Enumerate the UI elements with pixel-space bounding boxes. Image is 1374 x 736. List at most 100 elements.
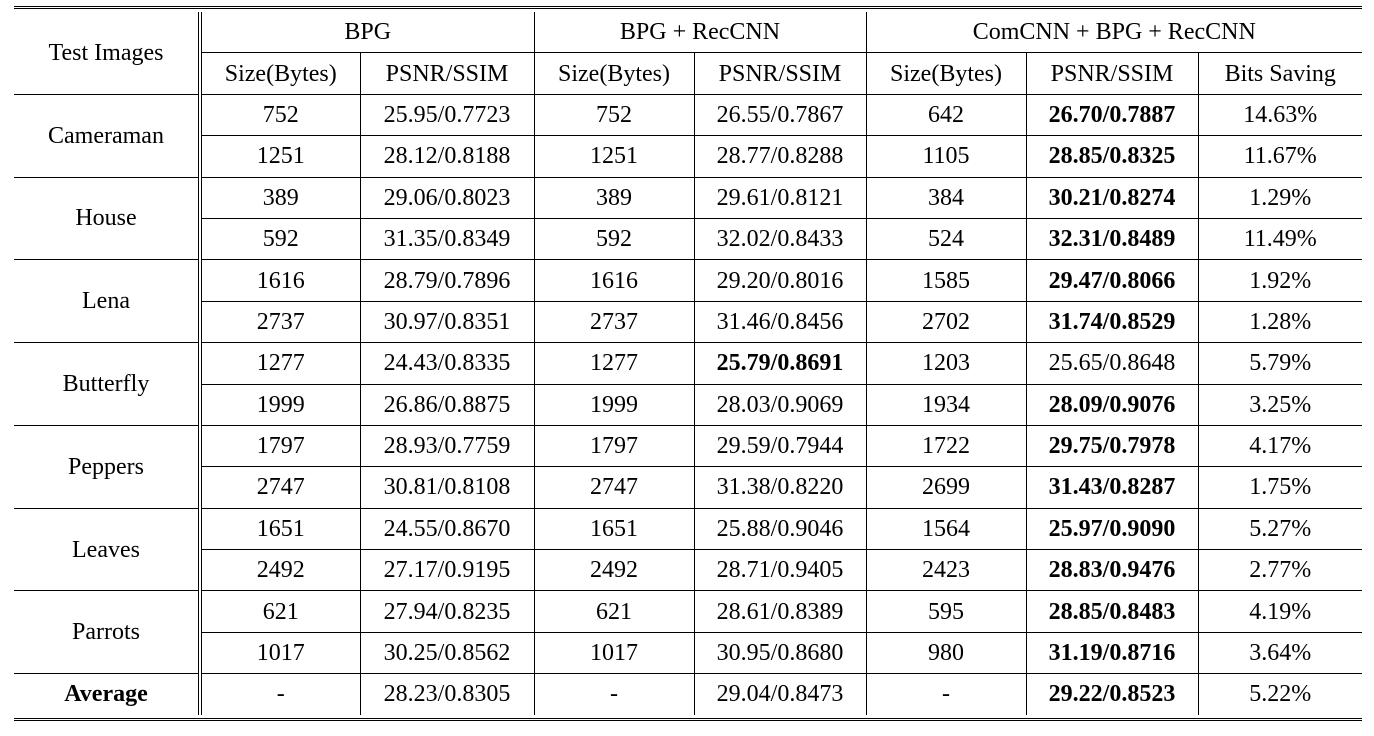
cell-comcnn-size: 642 — [866, 93, 1027, 136]
cell-bpg-psnr-ssim: 28.93/0.7759 — [360, 424, 535, 467]
cell-bpg-size: 389 — [200, 176, 361, 219]
cell-reccnn-psnr-ssim: 28.77/0.8288 — [694, 135, 867, 178]
cell-comcnn-size: 1934 — [866, 383, 1027, 426]
cell-reccnn-size: 592 — [534, 217, 695, 260]
cell-reccnn-size: 1651 — [534, 507, 695, 550]
comparison-table: Test Images BPG BPG + RecCNN ComCNN + BP… — [14, 12, 1362, 715]
cell-bits-saving: 4.19% — [1198, 590, 1362, 633]
cell-comcnn-size: 980 — [866, 631, 1027, 674]
cell-bpg-psnr-ssim: 27.17/0.9195 — [360, 549, 535, 591]
cell-reccnn-psnr-ssim: 28.61/0.8389 — [694, 590, 867, 633]
cell-bits-saving: 11.49% — [1198, 217, 1362, 260]
cell-reccnn-size: 1277 — [534, 342, 695, 385]
cell-bpg-psnr-ssim: 28.79/0.7896 — [360, 259, 535, 302]
cell-bpg-psnr-ssim: 28.12/0.8188 — [360, 135, 535, 178]
cell-comcnn-size: 2702 — [866, 300, 1027, 343]
cell-reccnn-psnr-ssim: 32.02/0.8433 — [694, 217, 867, 260]
cell-reccnn-psnr-ssim: 30.95/0.8680 — [694, 631, 867, 674]
cell-comcnn-psnr-ssim: 28.85/0.8483 — [1026, 590, 1199, 633]
table-row: 1251 28.12/0.8188 1251 28.77/0.8288 1105 28.8… — [14, 135, 1362, 178]
cell-comcnn-size: 524 — [866, 217, 1027, 260]
cell-bpg-psnr-ssim: 24.55/0.8670 — [360, 507, 535, 550]
cell-bits-saving: 2.77% — [1198, 549, 1362, 591]
image-name-cell: House — [14, 176, 202, 260]
cell-bits-saving: 1.92% — [1198, 259, 1362, 302]
cell-reccnn-psnr-ssim: 29.20/0.8016 — [694, 259, 867, 302]
cell-reccnn-size: 1797 — [534, 424, 695, 467]
cell-comcnn-size: 595 — [866, 590, 1027, 633]
cell-comcnn-size: 2699 — [866, 466, 1027, 509]
cell-comcnn-size: 384 — [866, 176, 1027, 219]
cell-comcnn-psnr-ssim: 25.97/0.9090 — [1026, 507, 1199, 550]
cell-comcnn-size: 1203 — [866, 342, 1027, 385]
cell-bpg-size: 592 — [200, 217, 361, 260]
table-row: 2747 30.81/0.8108 2747 31.38/0.8220 2699 31.4… — [14, 466, 1362, 509]
cell-bits-saving: 5.79% — [1198, 342, 1362, 385]
cell-bpg-size: 1017 — [200, 631, 361, 674]
header-sub-psnr: PSNR/SSIM — [360, 52, 535, 95]
cell-bits-saving: 1.29% — [1198, 176, 1362, 219]
cell-bpg-psnr-ssim: 30.81/0.8108 — [360, 466, 535, 509]
average-cell-bpg-psnr-ssim: 28.23/0.8305 — [360, 673, 535, 715]
cell-bpg-size: 2492 — [200, 549, 361, 591]
header-sub-size: Size(Bytes) — [200, 52, 361, 95]
cell-comcnn-psnr-ssim: 30.21/0.8274 — [1026, 176, 1199, 219]
table-body: Cameraman 752 25.95/0.7723 752 26.55/0.7867 6… — [14, 93, 1362, 715]
header-row-sub: Size(Bytes) PSNR/SSIM Size(Bytes) PSNR/S… — [14, 52, 1362, 95]
image-name-cell: Cameraman — [14, 93, 202, 178]
cell-comcnn-psnr-ssim: 31.19/0.8716 — [1026, 631, 1199, 674]
image-name-cell: Butterfly — [14, 342, 202, 426]
cell-reccnn-size: 389 — [534, 176, 695, 219]
cell-comcnn-psnr-ssim: 31.43/0.8287 — [1026, 466, 1199, 509]
cell-comcnn-psnr-ssim: 29.47/0.8066 — [1026, 259, 1199, 302]
table-row: 592 31.35/0.8349 592 32.02/0.8433 524 32.31/0… — [14, 217, 1362, 260]
cell-reccnn-psnr-ssim: 31.46/0.8456 — [694, 300, 867, 343]
cell-reccnn-size: 1999 — [534, 383, 695, 426]
cell-bpg-psnr-ssim: 29.06/0.8023 — [360, 176, 535, 219]
average-cell-bits-saving: 5.22% — [1198, 673, 1362, 715]
cell-comcnn-psnr-ssim: 32.31/0.8489 — [1026, 217, 1199, 260]
cell-comcnn-size: 1564 — [866, 507, 1027, 550]
header-sub-psnr: PSNR/SSIM — [1026, 52, 1199, 95]
cell-reccnn-size: 1251 — [534, 135, 695, 178]
table-row: 1017 30.25/0.8562 1017 30.95/0.8680 980 31.19… — [14, 631, 1362, 674]
cell-bpg-psnr-ssim: 30.25/0.8562 — [360, 631, 535, 674]
cell-reccnn-psnr-ssim: 31.38/0.8220 — [694, 466, 867, 509]
average-cell-comcnn-psnr-ssim: 29.22/0.8523 — [1026, 673, 1199, 715]
table-row: 2737 30.97/0.8351 2737 31.46/0.8456 2702 31.7… — [14, 300, 1362, 343]
table-row: Lena 1616 28.79/0.7896 1616 29.20/0.8016 1585… — [14, 259, 1362, 343]
average-label: Average — [14, 673, 202, 715]
cell-comcnn-psnr-ssim: 28.85/0.8325 — [1026, 135, 1199, 178]
top-double-rule — [14, 6, 1362, 9]
image-name-cell: Peppers — [14, 424, 202, 509]
cell-bpg-psnr-ssim: 25.95/0.7723 — [360, 93, 535, 136]
cell-reccnn-size: 1616 — [534, 259, 695, 302]
cell-bpg-size: 2747 — [200, 466, 361, 509]
cell-comcnn-size: 1722 — [866, 424, 1027, 467]
cell-bpg-psnr-ssim: 30.97/0.8351 — [360, 300, 535, 343]
cell-bits-saving: 1.75% — [1198, 466, 1362, 509]
header-row-groups: Test Images BPG BPG + RecCNN ComCNN + BP… — [14, 12, 1362, 95]
cell-bpg-size: 1999 — [200, 383, 361, 426]
cell-bpg-psnr-ssim: 26.86/0.8875 — [360, 383, 535, 426]
table-row: 1999 26.86/0.8875 1999 28.03/0.9069 1934 28.0… — [14, 383, 1362, 426]
header-sub-size: Size(Bytes) — [534, 52, 695, 95]
cell-bpg-size: 1651 — [200, 507, 361, 550]
header-group-bpg: BPG — [200, 12, 535, 53]
table-row: Parrots 621 27.94/0.8235 621 28.61/0.8389 595… — [14, 590, 1362, 674]
cell-reccnn-size: 2737 — [534, 300, 695, 343]
table-row: Cameraman 752 25.95/0.7723 752 26.55/0.7867 6… — [14, 93, 1362, 178]
cell-reccnn-psnr-ssim: 28.03/0.9069 — [694, 383, 867, 426]
cell-reccnn-psnr-ssim: 28.71/0.9405 — [694, 549, 867, 591]
cell-bpg-psnr-ssim: 27.94/0.8235 — [360, 590, 535, 633]
cell-reccnn-psnr-ssim: 25.88/0.9046 — [694, 507, 867, 550]
bottom-double-rule — [14, 717, 1362, 721]
average-cell-reccnn-psnr-ssim: 29.04/0.8473 — [694, 673, 867, 715]
cell-bits-saving: 3.64% — [1198, 631, 1362, 674]
table-row: House 389 29.06/0.8023 389 29.61/0.8121 384 30… — [14, 176, 1362, 260]
cell-bpg-psnr-ssim: 24.43/0.8335 — [360, 342, 535, 385]
cell-bpg-size: 1277 — [200, 342, 361, 385]
cell-bits-saving: 14.63% — [1198, 93, 1362, 136]
cell-comcnn-psnr-ssim: 31.74/0.8529 — [1026, 300, 1199, 343]
header-sub-bits-saving: Bits Saving — [1198, 52, 1362, 95]
